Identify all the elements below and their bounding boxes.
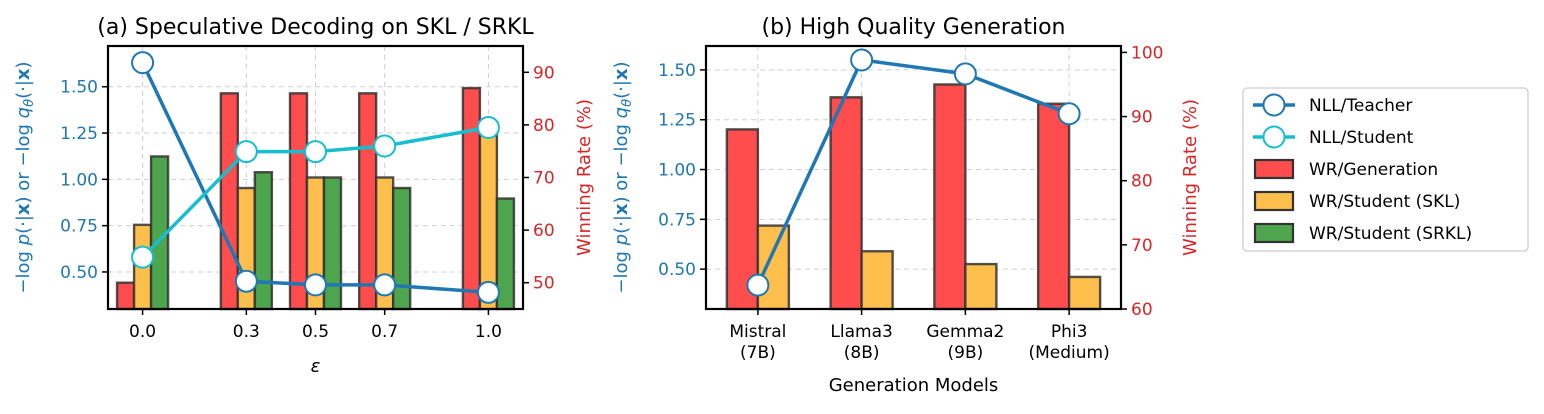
point <box>373 273 397 297</box>
legend-label: WR/Student (SKL) <box>1309 192 1460 212</box>
tick-label-left: 0.75 <box>60 217 98 237</box>
x-axis-label: Generation Models <box>829 375 999 396</box>
tick-label-left: 1.25 <box>658 111 696 131</box>
bar <box>115 281 136 311</box>
tick-label-x: 0.5 <box>302 322 329 342</box>
bar <box>964 262 998 311</box>
tick-label-x: (8B) <box>844 343 880 363</box>
y-axis-label-right: Winning Rate (%) <box>1180 99 1201 256</box>
tick-label-x: Llama3 <box>830 322 892 342</box>
bar <box>322 176 343 311</box>
tick-label-right: 80 <box>533 116 555 136</box>
legend-marker <box>1262 125 1286 149</box>
legend-marker <box>1262 93 1286 117</box>
bar <box>253 171 274 311</box>
tick-label-right: 70 <box>533 169 555 189</box>
chart-title: (b) High Quality Generation <box>761 15 1065 40</box>
point <box>234 140 258 164</box>
tick-label-right: 70 <box>1131 236 1153 256</box>
tick-label-left: 1.50 <box>658 61 696 81</box>
tick-label-left: 1.25 <box>60 124 98 144</box>
tick-label-left: 0.50 <box>658 260 696 280</box>
tick-label-x: (9B) <box>948 343 984 363</box>
x-axis-label: ε <box>311 356 321 377</box>
bar <box>391 186 412 311</box>
bar <box>357 92 378 311</box>
tick-label-x: (Medium) <box>1029 343 1110 363</box>
bar <box>1036 102 1071 311</box>
point <box>476 115 500 139</box>
point <box>304 273 327 297</box>
point <box>746 273 770 297</box>
y-axis-label-left: −log p(·|x) or −log qθ(·|x) <box>13 61 37 293</box>
tick-label-x: 0.7 <box>371 322 398 342</box>
series-line <box>756 58 1070 286</box>
tick-label-left: 0.75 <box>658 210 696 230</box>
legend: NLL/Teacher NLL/Student WR/Generation WR/St… <box>1242 87 1529 252</box>
chart-title: (a) Speculative Decoding on SKL / SRKL <box>97 15 534 40</box>
tick-label-right: 90 <box>1131 108 1153 128</box>
point <box>850 48 874 72</box>
point <box>234 269 258 293</box>
chart-b: 0.50 0.75 1.00 1.25 1.50 60 70 80 90 100 Mistral(7… <box>611 15 1201 396</box>
bar <box>288 92 309 311</box>
bar <box>860 250 894 311</box>
tick-label-left: 1.00 <box>60 170 98 190</box>
point <box>1057 102 1081 126</box>
point <box>131 245 155 269</box>
legend-label: NLL/Teacher <box>1309 96 1412 116</box>
tick-label-left: 1.00 <box>658 161 696 181</box>
legend-box <box>1242 87 1529 252</box>
bar <box>219 92 240 311</box>
tick-label-left: 1.50 <box>60 78 98 98</box>
tick-label-right: 60 <box>1131 300 1153 320</box>
bar <box>829 96 863 311</box>
legend-label: WR/Student (SRKL) <box>1309 224 1472 244</box>
legend-label: WR/Generation <box>1309 160 1438 180</box>
point <box>304 140 327 164</box>
point <box>373 134 397 158</box>
tick-label-right: 50 <box>533 274 555 294</box>
tick-label-x: (7B) <box>740 343 776 363</box>
bar <box>461 86 482 311</box>
bar <box>933 83 967 311</box>
tick-label-x: 1.0 <box>475 322 502 342</box>
point <box>953 62 977 86</box>
tick-label-x: Mistral <box>729 322 786 342</box>
y-axis-label-left: −log p(·|x) or −log qθ(·|x) <box>611 61 635 293</box>
tick-label-right: 100 <box>1131 43 1163 63</box>
axes-frame <box>704 44 1123 311</box>
point <box>131 51 155 75</box>
bar <box>756 224 791 311</box>
tick-label-x: 0.0 <box>129 322 156 342</box>
tick-label-x: Gemma2 <box>926 322 1004 342</box>
legend-bar-swatch <box>1253 190 1295 212</box>
legend-bar-swatch <box>1253 222 1295 244</box>
tick-label-x: 0.3 <box>233 322 260 342</box>
tick-label-x: Phi3 <box>1051 322 1088 342</box>
tick-label-right: 90 <box>533 63 555 83</box>
tick-label-left: 0.50 <box>60 263 98 283</box>
point <box>476 280 500 304</box>
bar <box>1067 275 1102 311</box>
y-axis-label-right: Winning Rate (%) <box>574 99 595 256</box>
legend-label: NLL/Student <box>1309 128 1414 148</box>
legend-bar-swatch <box>1253 158 1295 180</box>
tick-label-right: 80 <box>1131 172 1153 192</box>
chart-a: 0.50 0.75 1.00 1.25 1.50 50 60 70 80 90 0.0 0.3 0.5 0… <box>13 15 595 377</box>
tick-label-right: 60 <box>533 221 555 241</box>
